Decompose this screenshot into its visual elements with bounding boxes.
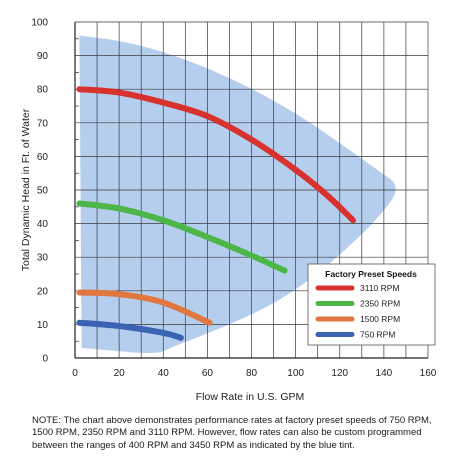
x-tick-label: 120	[331, 368, 348, 379]
series-line-1500-rpm	[76, 289, 213, 326]
x-tick-label: 140	[376, 368, 393, 379]
legend: Factory Preset Speeds 3110 RPM 2350 RPM 15…	[307, 263, 436, 346]
series-curves	[76, 86, 356, 341]
y-tick-label: 100	[31, 18, 48, 29]
x-tick-label: 60	[202, 368, 214, 379]
y-tick-label: 80	[37, 85, 49, 96]
legend-label: 3110 RPM	[360, 283, 400, 293]
x-tick-label: 100	[287, 368, 304, 379]
y-tick-label: 10	[37, 320, 49, 331]
series-line-3110-rpm	[76, 86, 356, 224]
x-tick-label: 20	[114, 368, 126, 379]
y-tick-label: 90	[37, 51, 49, 62]
grid	[74, 21, 429, 359]
series-line-750-rpm	[76, 319, 184, 341]
y-tick-label: 0	[42, 354, 48, 365]
y-tick-label: 60	[37, 152, 49, 163]
legend-label: 750 RPM	[360, 330, 395, 340]
y-axis-title: Total Dynamic Head in Ft. of Water	[20, 108, 32, 271]
legend-title: Factory Preset Speeds	[325, 269, 417, 279]
axes	[74, 22, 428, 359]
x-tick-label: 0	[72, 368, 78, 379]
pump-performance-chart: 0 20 40 60 80 100 120 140 160 0 10 20 30 40 50 60 70 80 90…	[20, 18, 437, 404]
series-line-2350-rpm	[76, 200, 288, 274]
legend-items: 3110 RPM 2350 RPM 1500 RPM 750 RPM	[315, 283, 400, 340]
legend-label: 2350 RPM	[360, 299, 400, 309]
x-tick-label: 160	[420, 368, 437, 379]
y-tick-label: 70	[37, 118, 49, 129]
y-tick-label: 50	[37, 186, 49, 197]
y-tick-label: 40	[37, 219, 49, 230]
y-tick-label: 30	[37, 253, 49, 264]
chart-footnote: NOTE: The chart above demonstrates perfo…	[32, 415, 432, 451]
y-tick-label: 20	[37, 286, 49, 297]
x-tick-label: 80	[246, 368, 258, 379]
x-axis-title: Flow Rate in U.S. GPM	[196, 391, 305, 403]
tick-labels: 0 20 40 60 80 100 120 140 160 0 10 20 30 40 50 60 70 80 90…	[31, 18, 436, 380]
x-tick-label: 40	[158, 368, 170, 379]
legend-label: 1500 RPM	[360, 314, 400, 324]
